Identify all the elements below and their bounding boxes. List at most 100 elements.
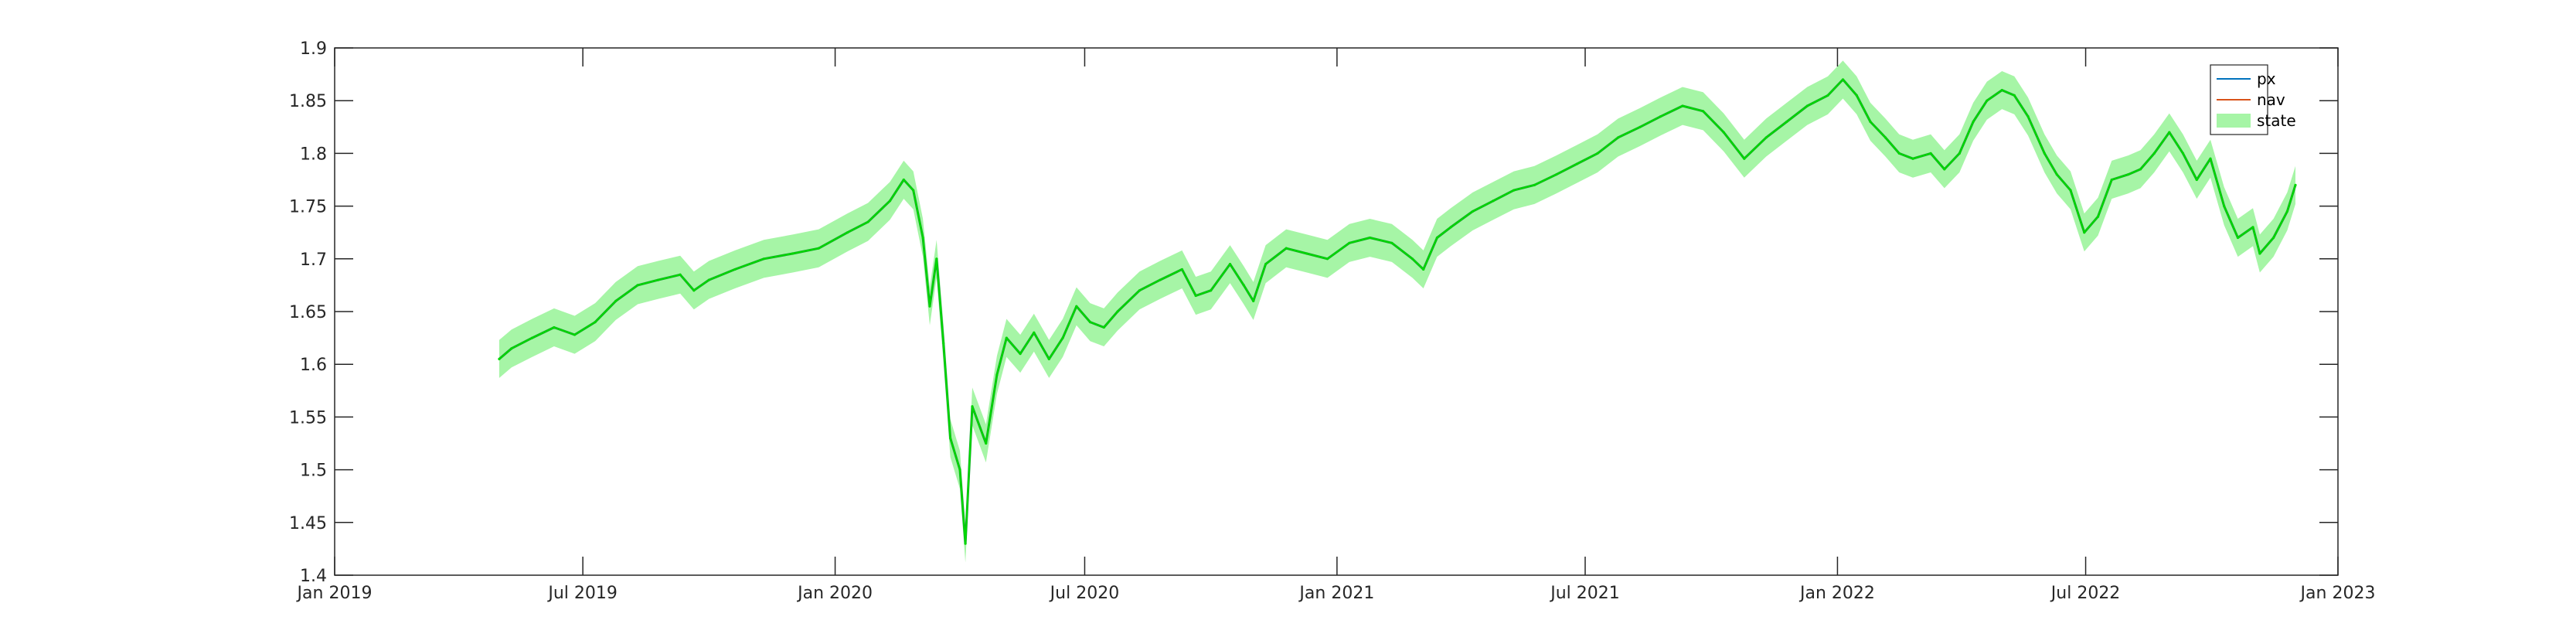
- data-point: [2236, 236, 2240, 240]
- x-tick-label: Jul 2019: [546, 584, 618, 603]
- data-point: [1616, 136, 1620, 139]
- data-point: [1701, 110, 1705, 113]
- x-tick-label: Jan 2020: [796, 584, 873, 603]
- data-point: [1533, 183, 1536, 186]
- y-tick-label: 1.5: [300, 462, 327, 481]
- data-point: [1986, 99, 1989, 102]
- data-point: [1805, 104, 1809, 107]
- data-point: [1943, 168, 1946, 171]
- data-point: [498, 357, 501, 360]
- data-point: [1575, 162, 1578, 165]
- data-point: [2181, 152, 2185, 155]
- data-point: [1411, 257, 1414, 261]
- data-point: [762, 257, 765, 261]
- data-point: [2251, 226, 2254, 229]
- y-tick-label: 1.9: [300, 39, 327, 59]
- data-point: [1869, 120, 1872, 124]
- data-point: [2126, 173, 2130, 176]
- data-point: [985, 441, 988, 445]
- data-point: [888, 199, 892, 203]
- data-point: [1555, 173, 1558, 176]
- data-point: [1855, 94, 1858, 97]
- data-point: [2096, 215, 2100, 218]
- data-point: [1019, 352, 1022, 356]
- data-point: [553, 325, 556, 329]
- data-point: [1422, 267, 1425, 271]
- data-point: [2294, 183, 2297, 186]
- data-point: [1785, 120, 1788, 124]
- data-point: [1826, 94, 1829, 97]
- data-point: [2083, 231, 2086, 234]
- data-point: [510, 347, 513, 350]
- data-point: [1513, 189, 1516, 192]
- data-point: [614, 299, 618, 302]
- data-point: [846, 231, 849, 234]
- data-point: [2152, 152, 2156, 155]
- legend-swatch-state: [2217, 114, 2251, 128]
- data-point: [1210, 289, 1213, 292]
- data-point: [817, 247, 820, 250]
- data-point: [948, 437, 952, 440]
- data-point: [1722, 131, 1725, 134]
- data-point: [791, 252, 795, 255]
- y-tick-label: 1.7: [300, 250, 327, 270]
- data-point: [928, 305, 931, 308]
- data-point: [1841, 78, 1845, 81]
- data-point: [1368, 236, 1372, 240]
- y-tick-label: 1.45: [289, 514, 327, 533]
- data-point: [1305, 252, 1308, 255]
- data-point: [2000, 88, 2003, 92]
- data-point: [2110, 178, 2113, 182]
- data-point: [1911, 157, 1914, 160]
- data-point: [1102, 325, 1105, 329]
- data-point: [1088, 321, 1092, 324]
- y-tick-label: 1.65: [289, 303, 327, 322]
- data-point: [2195, 178, 2198, 182]
- data-point: [707, 278, 710, 281]
- data-point: [1471, 210, 1475, 213]
- data-point: [657, 278, 660, 281]
- data-point: [679, 273, 682, 276]
- data-point: [692, 289, 696, 292]
- data-point: [1116, 310, 1119, 313]
- data-point: [1252, 299, 1255, 302]
- data-point: [2055, 173, 2058, 176]
- x-tick-label: Jan 2022: [1798, 584, 1875, 603]
- data-point: [1033, 331, 1036, 334]
- x-axis: Jan 2019 Jul 2019 Jan 2020 Jul 2020 Jan 2021…: [296, 48, 2376, 603]
- data-point: [1047, 357, 1050, 360]
- data-point: [2258, 252, 2261, 255]
- data-point: [1435, 236, 1438, 240]
- data-point: [1958, 152, 1961, 155]
- data-point: [1972, 120, 1975, 124]
- data-point: [1061, 336, 1064, 339]
- data-point: [935, 257, 938, 261]
- data-point: [1325, 257, 1329, 261]
- y-tick-label: 1.8: [300, 145, 327, 164]
- x-tick-label: Jan 2019: [296, 584, 373, 603]
- x-tick-label: Jan 2021: [1298, 584, 1374, 603]
- y-tick-label: 1.75: [289, 198, 327, 217]
- data-point: [866, 220, 869, 223]
- data-point: [2043, 152, 2046, 155]
- data-point: [1159, 278, 1162, 281]
- data-point: [1929, 152, 1932, 155]
- data-point: [1180, 267, 1184, 271]
- x-tick-label: Jan 2023: [2299, 584, 2376, 603]
- data-point: [636, 284, 639, 287]
- data-point: [2139, 168, 2142, 171]
- data-point: [912, 189, 915, 192]
- data-point: [1138, 289, 1142, 292]
- data-point: [1285, 247, 1288, 250]
- data-point: [1242, 284, 1245, 287]
- data-point: [1764, 136, 1768, 139]
- x-tick-label: Jul 2020: [1049, 584, 1120, 603]
- data-point: [902, 178, 905, 182]
- data-point: [964, 542, 967, 545]
- data-point: [1005, 336, 1008, 339]
- data-point: [1449, 226, 1452, 229]
- y-tick-label: 1.4: [300, 567, 327, 586]
- data-point: [1596, 152, 1599, 155]
- y-axis: 1.4 1.45 1.5 1.55 1.6 1.65 1.7 1.75 1.8 1.85 1.9: [289, 39, 2338, 586]
- data-point: [1638, 125, 1642, 128]
